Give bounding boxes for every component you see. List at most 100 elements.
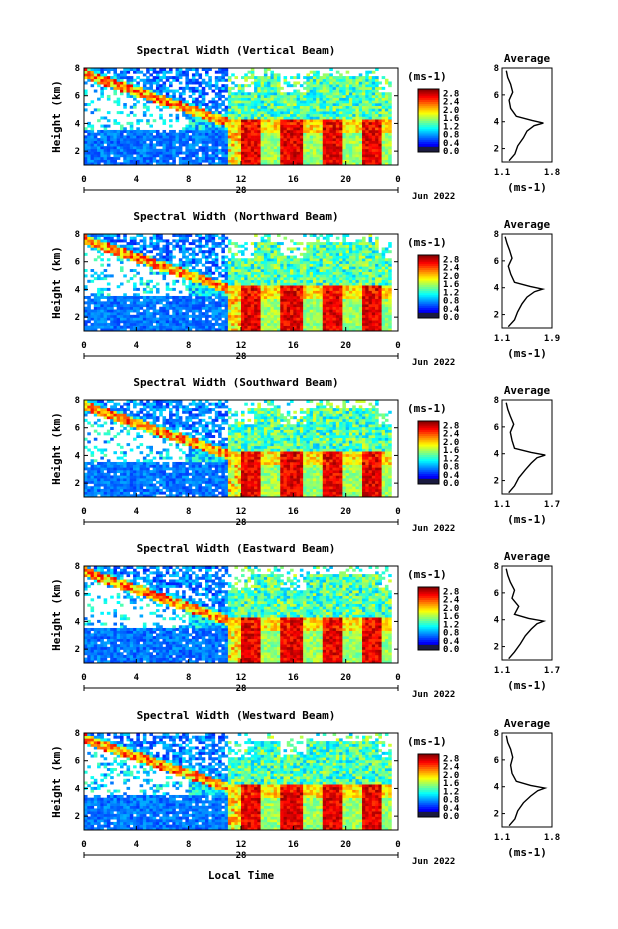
heatmap-cell [178,306,183,310]
heatmap-cell [198,269,203,273]
heatmap-cell [263,113,268,117]
heatmap-cell [326,151,330,155]
heatmap-cell [303,282,307,286]
colorbar-swatch [418,137,439,140]
heatmap-cell [159,156,163,160]
heatmap-cell [332,266,337,270]
heatmap-cell [129,86,134,90]
heatmap-cell [335,132,340,136]
heatmap-cell [87,138,91,142]
heatmap-cell [221,309,225,313]
heatmap-cell [188,306,193,310]
heatmap-cell [208,325,212,329]
heatmap-cell [276,154,281,158]
heatmap-cell [299,132,304,136]
heatmap-cell [299,97,304,101]
average-x-tick-label: 1.8 [544,168,560,178]
heatmap-cell [260,322,265,326]
heatmap-cell [381,151,386,155]
heatmap-cell [155,260,160,264]
heatmap-cell [165,312,170,316]
heatmap-cell [290,295,294,299]
heatmap-cell [152,312,157,316]
heatmap-cell [129,242,134,246]
heatmap-cell [191,116,196,120]
heatmap-cell [250,68,255,71]
heatmap-cell [195,143,199,147]
heatmap-cell [97,293,101,297]
heatmap-cell [309,151,314,155]
heatmap-cell [326,322,330,326]
heatmap-cell [296,312,301,316]
heatmap-cell [126,129,131,133]
heatmap-cell [146,279,150,283]
heatmap-cell [388,151,392,155]
heatmap-cell [224,97,229,101]
heatmap-cell [267,279,271,283]
heatmap-cell [188,263,193,267]
heatmap-cell [113,312,118,316]
heatmap-cell [365,111,369,115]
heatmap-cell [375,151,379,155]
heatmap-cell [280,135,284,139]
heatmap-cell [329,309,333,313]
heatmap-cell [218,312,222,316]
heatmap-cell [339,132,343,136]
heatmap-cell [113,328,118,332]
heatmap-cell [90,135,95,139]
heatmap-cell [306,328,310,332]
heatmap-cell [169,135,173,139]
heatmap-cell [205,135,209,139]
heatmap-cell [263,314,268,318]
heatmap-cell [237,143,242,147]
heatmap-cell [332,258,337,262]
heatmap-cell [322,124,327,128]
heatmap-cell [378,135,382,139]
heatmap-cell [241,89,245,93]
heatmap-cell [129,269,134,273]
heatmap-cell [221,73,225,77]
heatmap-cell [133,146,137,150]
heatmap-cell [312,304,317,308]
heatmap-cell [224,298,229,302]
heatmap-cell [182,279,186,283]
heatmap-cell [211,247,216,251]
heatmap-cell [100,271,104,275]
heatmap-cell [175,154,180,158]
heatmap-cell [155,263,160,267]
heatmap-cell [332,154,337,158]
heatmap-cell [175,320,180,324]
heatmap-cell [103,277,108,281]
heatmap-cell [329,119,333,123]
heatmap-cell [172,255,176,259]
heatmap-cell [162,312,167,316]
heatmap-cell [97,298,101,302]
heatmap-cell [169,148,173,152]
heatmap-cell [260,100,265,104]
heatmap-cell [97,143,101,147]
heatmap-cell [276,244,281,248]
heatmap-cell [250,320,255,324]
heatmap-cell [103,320,108,324]
heatmap-cell [319,309,324,313]
heatmap-cell [319,279,324,283]
heatmap-cell [146,129,150,133]
heatmap-cell [191,97,196,101]
heatmap-cell [280,314,284,318]
heatmap-cell [195,159,199,163]
heatmap-cell [133,94,137,98]
heatmap-cell [326,73,330,77]
heatmap-cell [110,312,114,316]
heatmap-cell [250,271,255,275]
heatmap-cell [322,269,327,273]
heatmap-cell [103,78,108,82]
heatmap-cell [214,260,219,264]
heatmap-cell [306,290,310,294]
heatmap-cell [339,105,343,109]
heatmap-cell [178,317,183,321]
heatmap-cell [146,322,150,326]
heatmap-cell [299,279,304,283]
heatmap-cell [250,266,255,270]
heatmap-cell [214,154,219,158]
heatmap-cell [227,317,232,321]
